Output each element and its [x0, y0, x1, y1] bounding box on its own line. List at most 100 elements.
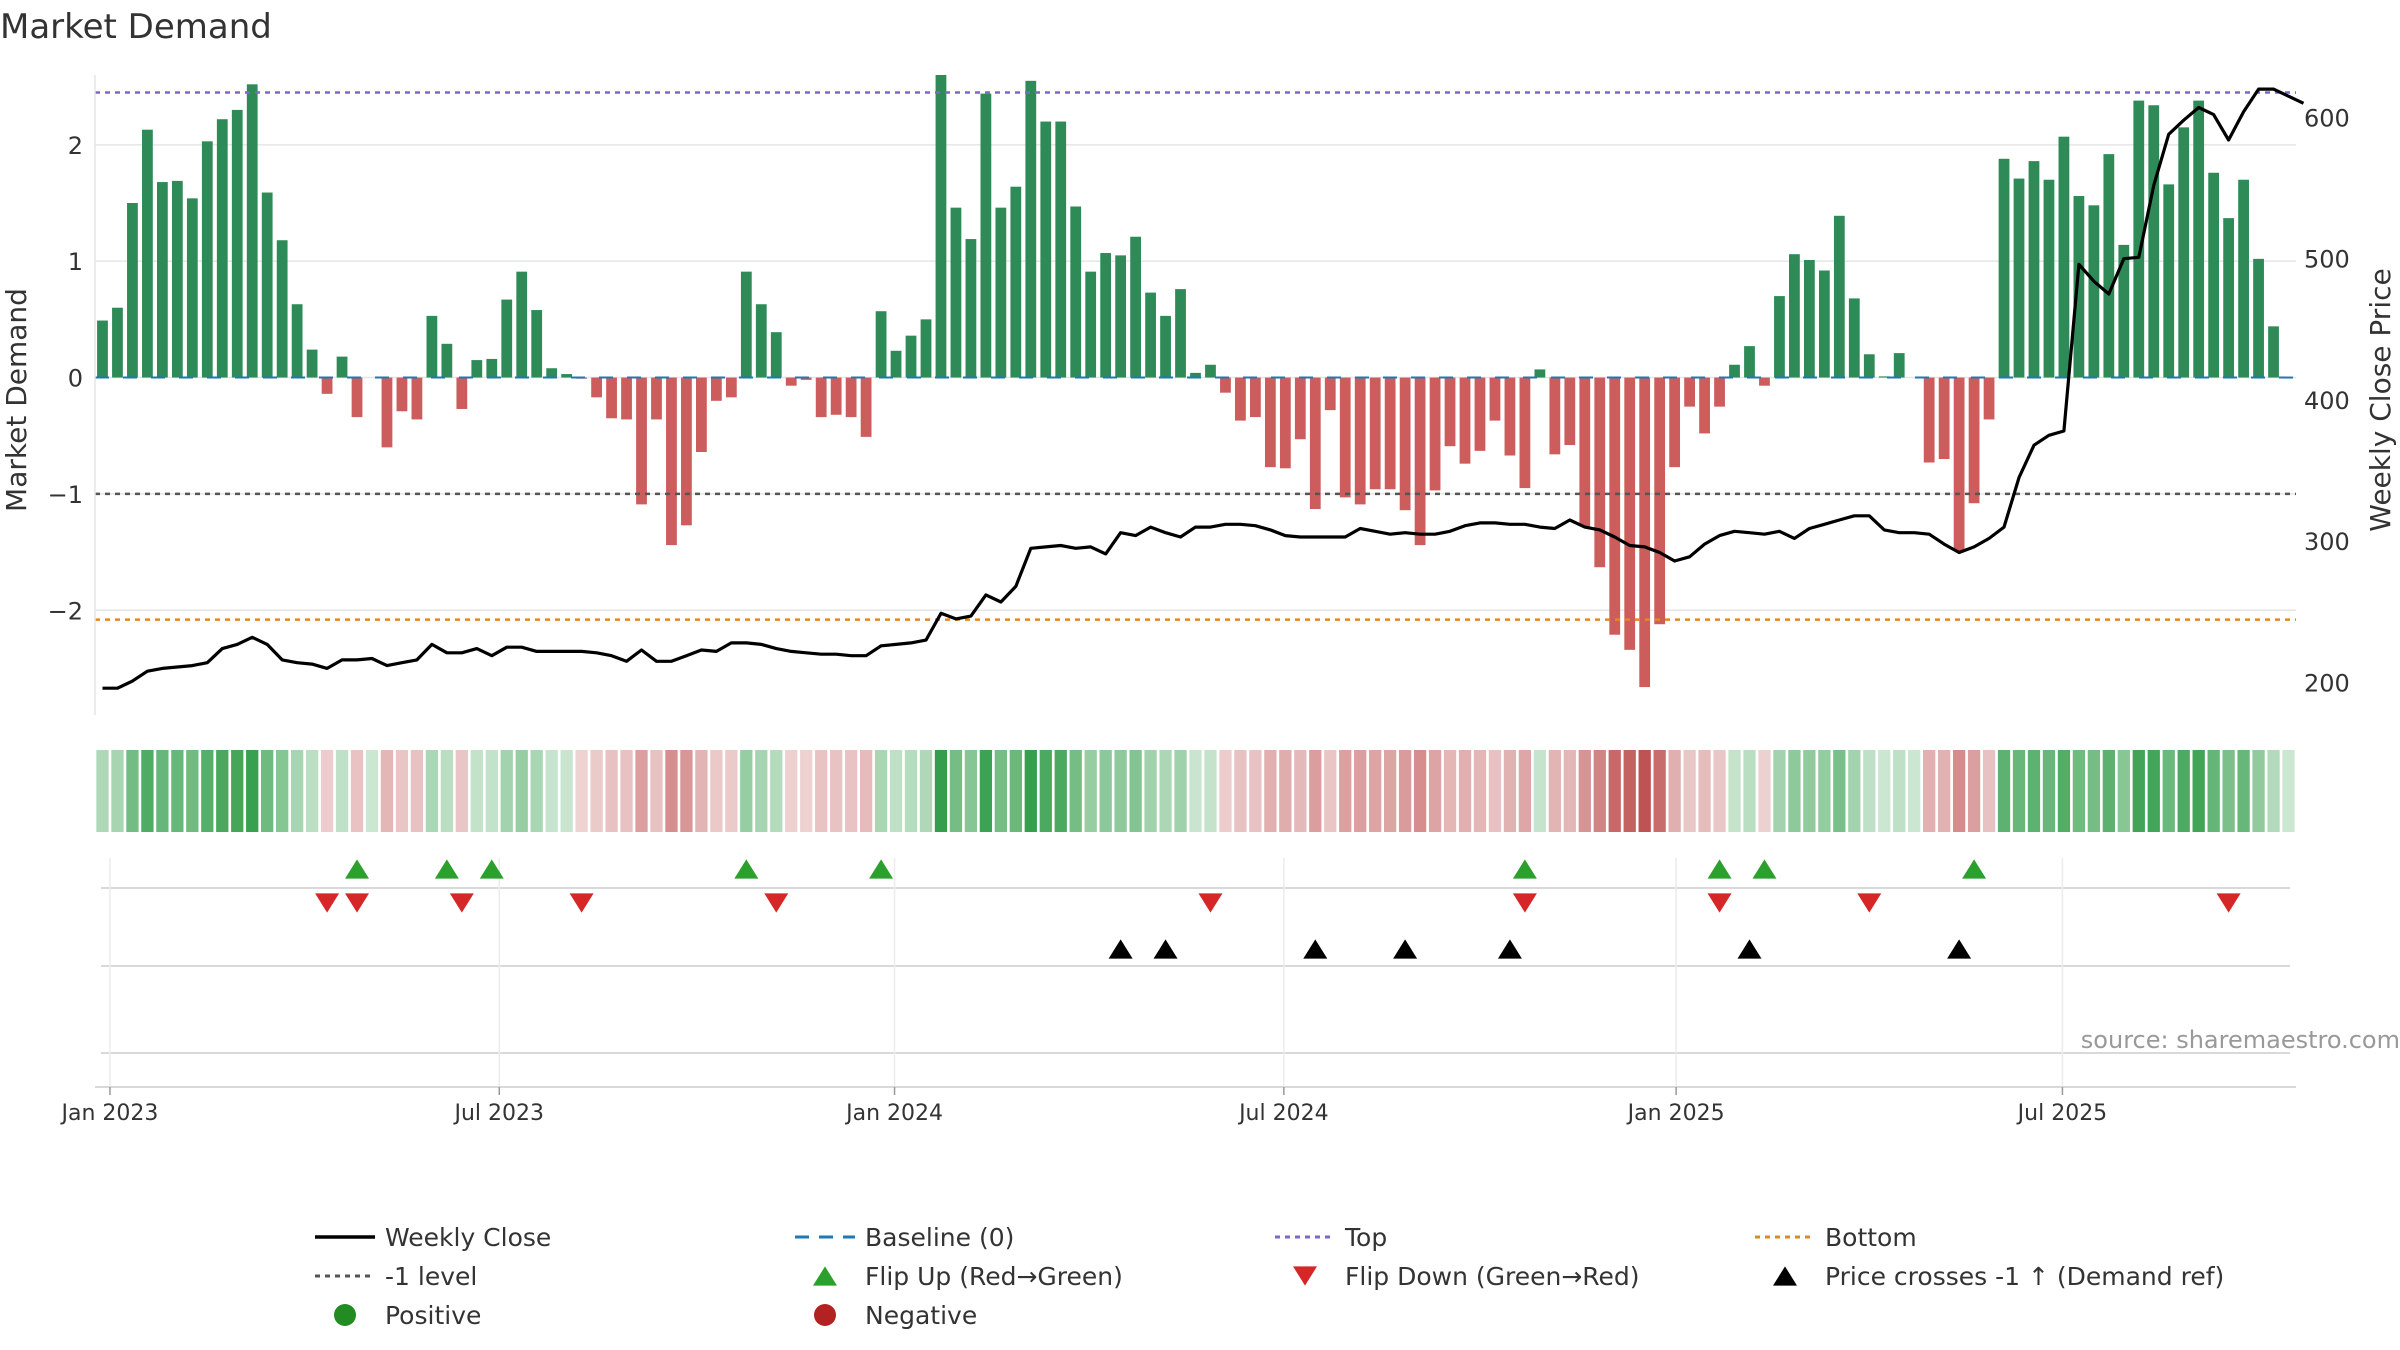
negative-bar [591, 377, 602, 398]
negative-bar [1654, 377, 1666, 625]
positive-bar [1893, 353, 1905, 378]
flip-up-marker [1512, 859, 1537, 879]
intensity-cell [859, 750, 873, 832]
intensity-cell [1279, 750, 1292, 832]
y-tick-label: 0 [68, 365, 83, 393]
y2-tick-label: 600 [2304, 104, 2350, 132]
intensity-cell [1413, 750, 1427, 832]
intensity-cell [1339, 750, 1352, 832]
positive-bar [1190, 372, 1201, 378]
intensity-cell [1518, 750, 1532, 832]
positive-bar [1070, 206, 1082, 378]
intensity-cell [1653, 750, 1666, 832]
negative-bar [1549, 377, 1561, 455]
positive-bar [1010, 186, 1022, 378]
positive-bar [920, 319, 932, 378]
negative-bar [1354, 377, 1366, 505]
positive-bar [142, 129, 153, 378]
intensity-cell [470, 750, 483, 832]
intensity-cell [350, 750, 364, 832]
positive-bar [2208, 172, 2220, 378]
flip-up-marker [734, 859, 759, 879]
intensity-cell [380, 750, 394, 832]
negative-bar [1474, 377, 1486, 451]
positive-bar [905, 335, 917, 378]
positive-bar [516, 271, 528, 378]
intensity-cell [1938, 750, 1951, 832]
intensity-cell [785, 750, 798, 832]
intensity-cell [889, 750, 903, 832]
positive-bar [2268, 326, 2279, 378]
price-cross-marker [1947, 939, 1972, 959]
intensity-cell [1384, 750, 1397, 832]
intensity-cell [1833, 750, 1846, 832]
intensity-cell [1593, 750, 1606, 832]
intensity-cell [1923, 750, 1936, 832]
positive-bar [261, 192, 273, 378]
intensity-cell [1069, 750, 1082, 832]
intensity-strip [96, 750, 2295, 832]
intensity-cell [171, 750, 184, 832]
positive-bar [561, 374, 573, 378]
intensity-cell [830, 750, 843, 832]
x-tick-label: Jul 2025 [2016, 1101, 2108, 1126]
intensity-cell [126, 750, 139, 832]
positive-bar [1160, 315, 1171, 378]
positive-bar [2223, 218, 2235, 378]
intensity-cell [979, 750, 993, 832]
intensity-cell [1533, 750, 1547, 832]
intensity-cell [844, 750, 858, 832]
intensity-cell [1054, 750, 1067, 832]
flip-up-marker [1752, 859, 1777, 879]
negative-bar [666, 377, 677, 546]
intensity-cell [395, 750, 409, 832]
intensity-cell [590, 750, 603, 832]
positive-bar [995, 207, 1007, 378]
flip-up-marker [479, 859, 504, 879]
legend-label: Top [1344, 1223, 1387, 1252]
intensity-cell [1204, 750, 1217, 832]
intensity-cell [1683, 750, 1696, 832]
legend-label: Price crosses -1 ↑ (Demand ref) [1825, 1262, 2224, 1291]
positive-bar [1025, 80, 1037, 378]
source-note: source: sharemaestro.com [2081, 1026, 2400, 1054]
x-tick-label: Jul 2024 [1237, 1101, 1329, 1126]
positive-bar [2043, 179, 2055, 378]
intensity-cell [530, 750, 543, 832]
negative-bar [1250, 377, 1261, 418]
legend-item-top: Top [1275, 1223, 1387, 1252]
intensity-cell [216, 750, 229, 832]
negative-bar [621, 377, 632, 420]
negative-bar [1519, 377, 1531, 489]
negative-bar [1444, 377, 1456, 447]
flip-down-marker [2216, 893, 2241, 913]
legend-item-price_cross: Price crosses -1 ↑ (Demand ref) [1773, 1262, 2224, 1291]
intensity-cell [320, 750, 334, 832]
legend-swatch [813, 1266, 837, 1286]
flip-up-marker [1707, 859, 1732, 879]
positive-bar [965, 239, 977, 378]
legend-label: Weekly Close [385, 1223, 551, 1252]
grid-layer [95, 144, 2296, 1087]
negative-bar [815, 377, 827, 418]
intensity-cell [1773, 750, 1786, 832]
positive-bar [1863, 354, 1875, 378]
intensity-cell [2012, 750, 2026, 832]
negative-bar [396, 377, 408, 412]
intensity-cell [1878, 750, 1891, 832]
positive-bar [950, 207, 962, 378]
intensity-cell [1219, 750, 1232, 832]
intensity-cell [485, 750, 498, 832]
legend-swatch [814, 1304, 836, 1326]
intensity-cell [1024, 750, 1037, 832]
positive-bar [1055, 121, 1067, 378]
intensity-cell [1563, 750, 1576, 832]
intensity-cell [650, 750, 663, 832]
intensity-cell [2072, 750, 2086, 832]
y2-tick-label: 500 [2304, 246, 2350, 274]
negative-bar [1579, 377, 1591, 527]
intensity-cell [1369, 750, 1382, 832]
x-tick-label: Jan 2025 [1626, 1101, 1725, 1126]
legend-item-bottom: Bottom [1755, 1223, 1917, 1252]
legend-item-positive: Positive [334, 1301, 481, 1330]
